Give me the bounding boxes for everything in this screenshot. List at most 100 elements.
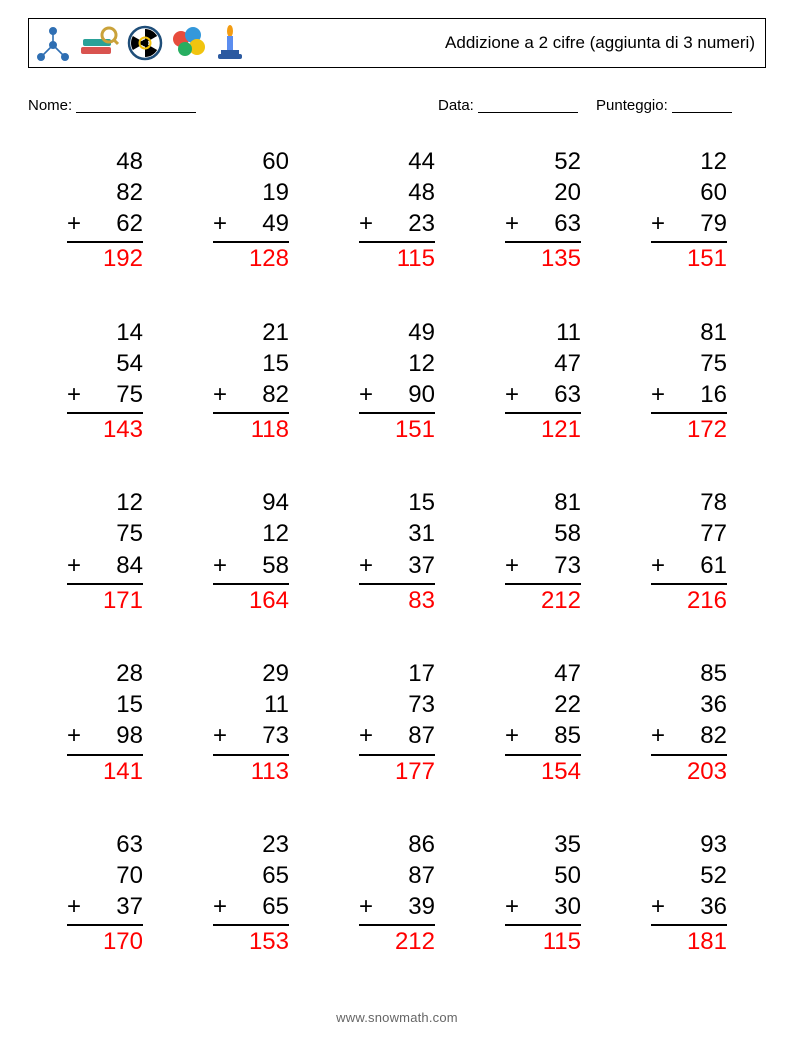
answer: 212 — [359, 926, 435, 957]
addend-2: 50 — [505, 860, 581, 891]
name-field: Nome: — [28, 94, 438, 114]
problem-body: 23 65+65153 — [213, 829, 289, 958]
addend-3: 62 — [83, 208, 143, 239]
addend-3: 87 — [375, 720, 435, 751]
operator-line: +58 — [213, 550, 289, 585]
plus-operator: + — [505, 208, 521, 239]
addend-2: 75 — [67, 518, 143, 549]
addend-3: 65 — [229, 891, 289, 922]
operator-line: +90 — [359, 379, 435, 414]
addition-problem: 1275+84171 — [32, 487, 178, 616]
answer: 135 — [505, 243, 581, 274]
addend-1: 81 — [651, 317, 727, 348]
addend-1: 28 — [67, 658, 143, 689]
addend-3: 73 — [229, 720, 289, 751]
radiation-icon — [127, 25, 163, 61]
addition-problem: 2911+73113 — [178, 658, 324, 787]
problem-body: 9352+36181 — [651, 829, 727, 958]
molecule-icon — [35, 25, 71, 61]
addend-2: 11 — [213, 689, 289, 720]
addend-2: 75 — [651, 348, 727, 379]
operator-line: +62 — [67, 208, 143, 243]
operator-line: +79 — [651, 208, 727, 243]
plus-operator: + — [505, 379, 521, 410]
addend-3: 61 — [667, 550, 727, 581]
plus-operator: + — [67, 891, 83, 922]
addend-1: 81 — [505, 487, 581, 518]
score-blank[interactable] — [672, 97, 732, 113]
addend-2: 12 — [213, 518, 289, 549]
addition-problem: 4722+85154 — [470, 658, 616, 787]
answer: 170 — [67, 926, 143, 957]
name-blank[interactable] — [76, 97, 196, 113]
addend-2: 31 — [359, 518, 435, 549]
plus-operator: + — [213, 891, 229, 922]
addend-3: 30 — [521, 891, 581, 922]
addend-1: 23 — [213, 829, 289, 860]
answer: 172 — [651, 414, 727, 445]
addend-3: 85 — [521, 720, 581, 751]
problems-grid: 4882+621926019+491284448+231155220+63135… — [28, 146, 766, 958]
problem-body: 6019+49128 — [213, 146, 289, 275]
operator-line: +75 — [67, 379, 143, 414]
plus-operator: + — [505, 720, 521, 751]
operator-line: +65 — [213, 891, 289, 926]
answer: 216 — [651, 585, 727, 616]
addition-problem: 9352+36181 — [616, 829, 762, 958]
problem-body: 4882+62192 — [67, 146, 143, 275]
plus-operator: + — [67, 208, 83, 239]
operator-line: +84 — [67, 550, 143, 585]
plus-operator: + — [505, 891, 521, 922]
problem-body: 1773+87177 — [359, 658, 435, 787]
plus-operator: + — [67, 379, 83, 410]
balloons-icon — [171, 25, 207, 61]
addition-problem: 8687+39212 — [324, 829, 470, 958]
plus-operator: + — [213, 550, 229, 581]
addition-problem: 1147+63 121 — [470, 317, 616, 446]
plus-operator: + — [213, 208, 229, 239]
date-blank[interactable] — [478, 97, 578, 113]
addend-1: 12 — [67, 487, 143, 518]
operator-line: +39 — [359, 891, 435, 926]
addend-2: 82 — [67, 177, 143, 208]
addend-3: 63 — [521, 379, 581, 410]
addend-3: 79 — [667, 208, 727, 239]
problem-body: 5220+63135 — [505, 146, 581, 275]
addend-1: 11 — [505, 317, 581, 348]
addend-1: 35 — [505, 829, 581, 860]
answer: 128 — [213, 243, 289, 274]
addend-1: 12 — [651, 146, 727, 177]
addition-problem: 7877+61216 — [616, 487, 762, 616]
operator-line: +85 — [505, 720, 581, 755]
problem-body: 2911+73113 — [213, 658, 289, 787]
answer: 151 — [651, 243, 727, 274]
addend-3: 49 — [229, 208, 289, 239]
addend-3: 58 — [229, 550, 289, 581]
plus-operator: + — [359, 550, 375, 581]
addend-2: 20 — [505, 177, 581, 208]
operator-line: +37 — [67, 891, 143, 926]
answer: 141 — [67, 756, 143, 787]
addend-3: 36 — [667, 891, 727, 922]
problem-body: 1147+63 121 — [505, 317, 581, 446]
plus-operator: + — [651, 379, 667, 410]
answer: 153 — [213, 926, 289, 957]
problem-body: 4912+90151 — [359, 317, 435, 446]
addend-3: 90 — [375, 379, 435, 410]
score-label: Punteggio: — [596, 97, 668, 114]
answer: 143 — [67, 414, 143, 445]
addend-2: 47 — [505, 348, 581, 379]
answer: 154 — [505, 756, 581, 787]
date-field: Data: — [438, 94, 578, 114]
answer: 121 — [505, 414, 581, 445]
addend-2: 73 — [359, 689, 435, 720]
operator-line: +82 — [651, 720, 727, 755]
problem-body: 1275+84171 — [67, 487, 143, 616]
addend-3: 37 — [83, 891, 143, 922]
problem-body: 7877+61216 — [651, 487, 727, 616]
addend-2: 15 — [67, 689, 143, 720]
addition-problem: 8158+73212 — [470, 487, 616, 616]
problem-body: 9412+58164 — [213, 487, 289, 616]
operator-line: +73 — [213, 720, 289, 755]
answer: 113 — [213, 756, 289, 787]
